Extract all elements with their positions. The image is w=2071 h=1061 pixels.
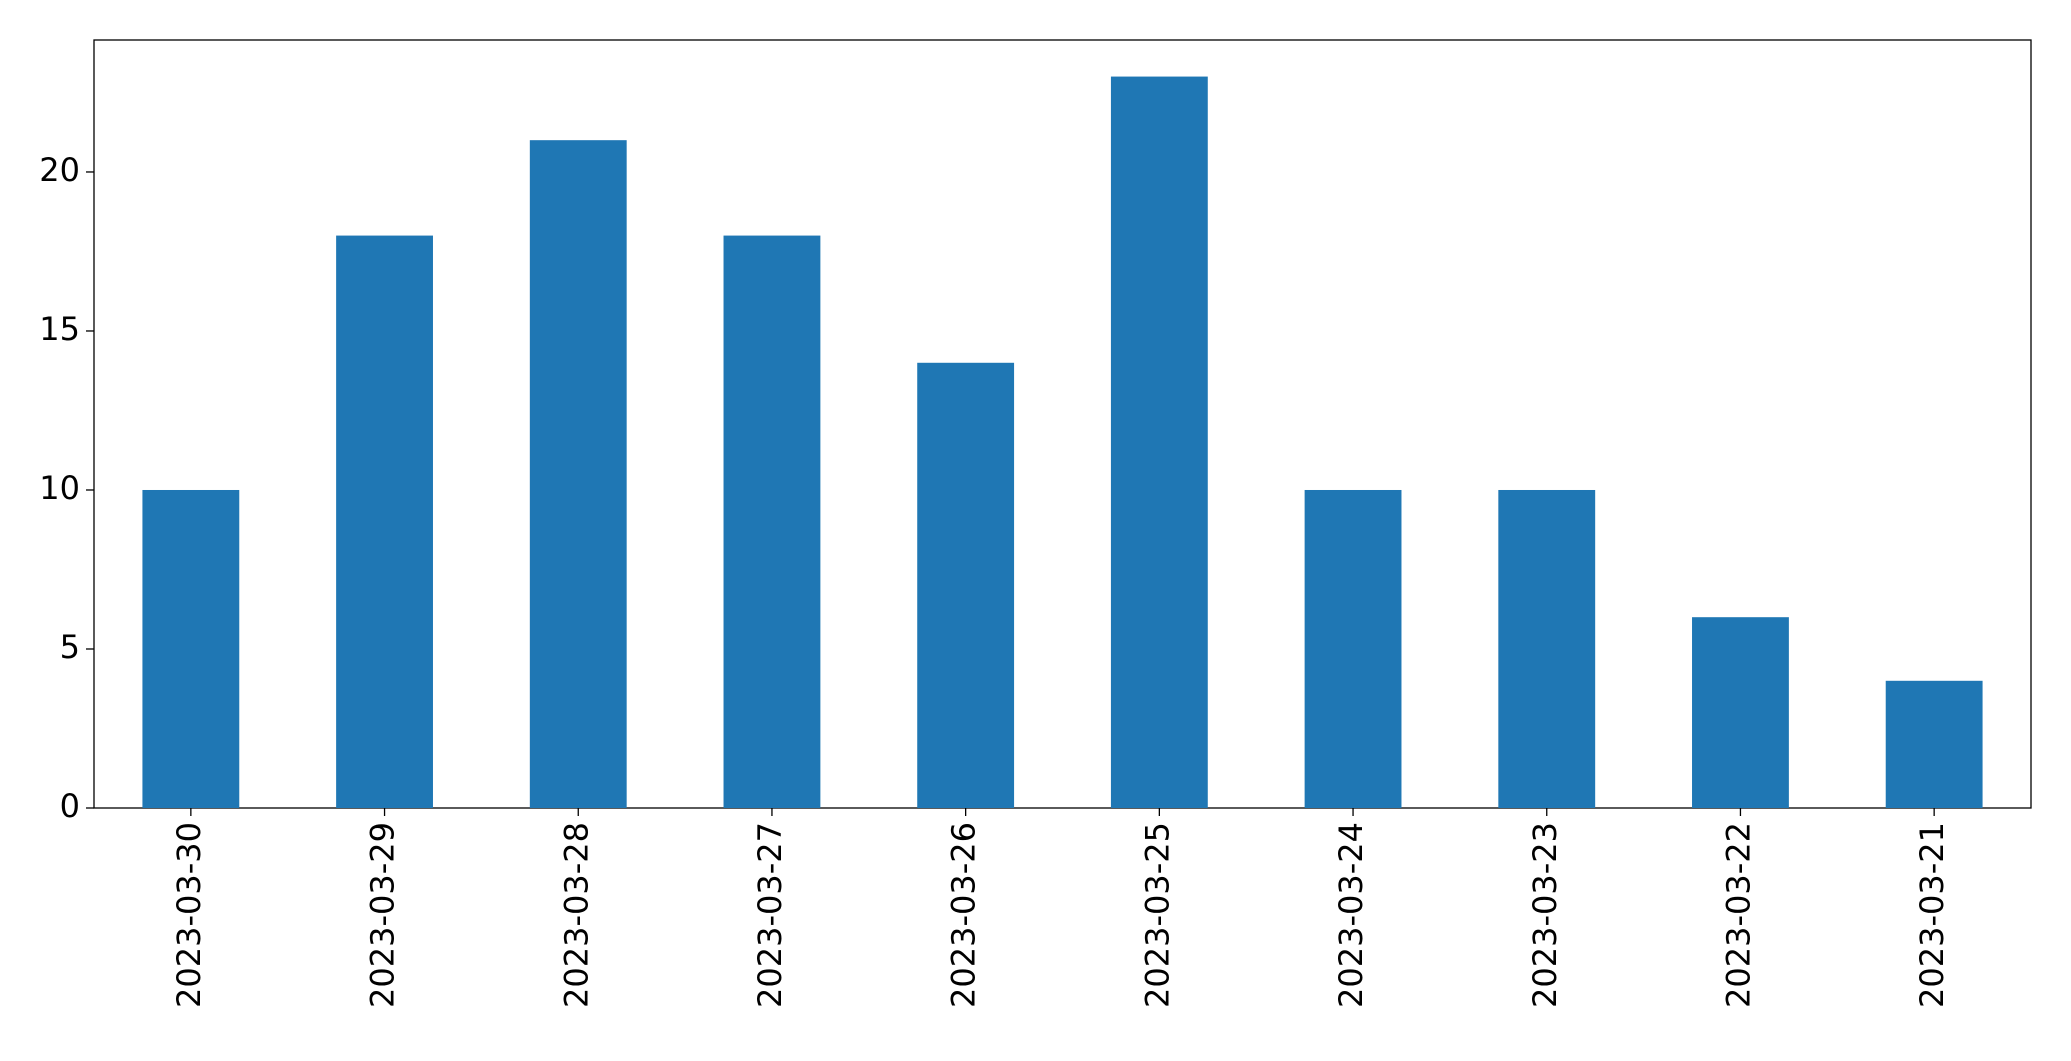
bar [917,362,1015,808]
y-tick-label: 5 [60,628,80,666]
y-tick-label: 15 [39,310,80,348]
bar [1110,76,1208,809]
bar [1692,617,1789,808]
x-tick-label: 2023-03-24 [1332,822,1370,1008]
bar [336,235,433,808]
x-tick-label: 2023-03-27 [751,822,789,1008]
bar [1498,489,1596,808]
y-tick-label: 0 [60,787,80,825]
bar [1885,680,1983,808]
x-tick-label: 2023-03-28 [557,822,595,1008]
bar [723,235,821,808]
x-tick-label: 2023-03-22 [1719,822,1757,1008]
plot-frame [93,39,2032,809]
x-tick-label: 2023-03-25 [1138,822,1176,1008]
y-tick-label: 10 [39,469,80,507]
x-tick-label: 2023-03-30 [170,822,208,1008]
x-tick-label: 2023-03-21 [1913,822,1951,1008]
x-tick-label: 2023-03-23 [1526,822,1564,1008]
bar [529,140,627,808]
x-tick-label: 2023-03-26 [945,822,983,1008]
bar [142,489,240,808]
y-tick-label: 20 [39,151,80,189]
bar [1304,489,1402,808]
x-tick-label: 2023-03-29 [364,822,402,1008]
